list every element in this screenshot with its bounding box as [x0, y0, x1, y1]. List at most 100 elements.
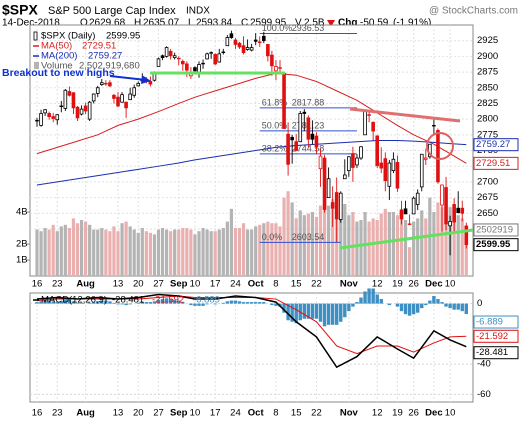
- histogram-bar: [249, 302, 254, 304]
- macd-panel: [29, 292, 474, 403]
- x-tick-label: 13: [113, 279, 124, 290]
- candle-body: [124, 101, 128, 109]
- histogram-bar: [100, 300, 104, 304]
- histogram-bar: [156, 299, 161, 304]
- candle-body: [407, 223, 412, 225]
- volume-bar: [424, 218, 428, 276]
- volume-bar: [152, 234, 157, 276]
- volume-bar: [399, 208, 404, 276]
- x-tick-label: 10: [445, 279, 456, 290]
- x-tick-label: Sep: [170, 279, 188, 290]
- histogram-bar: [108, 301, 112, 304]
- histogram-bar: [193, 303, 197, 306]
- candle-body: [338, 192, 343, 220]
- candle-body: [464, 225, 469, 246]
- header-value: 2629.68: [89, 18, 126, 29]
- resistance-line: [349, 107, 461, 123]
- header-value: (-1.91%): [393, 18, 431, 29]
- candle-body: [67, 91, 72, 96]
- volume-bar: [444, 210, 448, 276]
- histogram-bar: [168, 299, 173, 304]
- candle-body: [249, 47, 254, 51]
- histogram-bar: [282, 303, 286, 313]
- volume-bar: [92, 229, 96, 276]
- volume-bar: [318, 205, 323, 276]
- volume-bar: [254, 226, 258, 276]
- histogram-bar: [221, 302, 225, 304]
- candle-body: [180, 60, 185, 65]
- volume-bar: [420, 210, 424, 276]
- header-label: H: [134, 18, 141, 29]
- volume-bar: [290, 202, 294, 276]
- x-tick-label: 20: [133, 279, 144, 290]
- candle-body: [423, 157, 428, 160]
- ma-line: [36, 72, 467, 164]
- histogram-bar: [363, 291, 367, 304]
- legend-icon: [33, 31, 38, 41]
- candle-body: [132, 87, 137, 96]
- x-tick-label: 17: [210, 279, 221, 290]
- histogram-bar: [407, 303, 412, 316]
- value-tag: 2759.27: [476, 139, 510, 150]
- candle-body: [456, 207, 460, 214]
- volume-bar: [327, 205, 331, 276]
- candle-body: [286, 133, 290, 165]
- candle-body: [452, 204, 456, 223]
- histogram-bar: [213, 303, 217, 305]
- fib-value: 2744.58: [292, 143, 325, 153]
- y-tick-label: 2925: [477, 35, 498, 46]
- histogram-bar: [464, 303, 468, 315]
- histogram-bar: [322, 303, 327, 327]
- volume-bar: [221, 228, 225, 276]
- fib-value: 2603.54: [292, 232, 325, 242]
- legend-label: MACD(12,26,9): [41, 295, 107, 306]
- arrow-head: [141, 75, 151, 84]
- histogram-bar: [416, 303, 420, 313]
- histogram-bar: [241, 302, 246, 304]
- header-value: 2599.95: [250, 18, 287, 29]
- histogram-bar: [173, 299, 177, 304]
- value-tag: -21.592: [476, 331, 508, 342]
- volume-bar: [225, 221, 229, 276]
- volume-bar: [124, 221, 128, 276]
- histogram-bar: [140, 302, 144, 304]
- candle-body: [274, 66, 278, 72]
- candle-body: [253, 39, 258, 42]
- histogram-bar: [96, 301, 100, 304]
- volume-tick-label: 2B: [16, 239, 28, 250]
- legend-label: MA(50): [41, 41, 72, 52]
- volume-bar: [84, 221, 88, 276]
- volume-bar: [104, 229, 108, 276]
- down-triangle: [327, 20, 335, 27]
- histogram-bar: [152, 301, 157, 304]
- histogram-bar: [343, 303, 347, 318]
- histogram-bar: [444, 303, 448, 307]
- candle-body: [290, 136, 294, 141]
- volume-bar: [39, 231, 43, 276]
- candle-body: [59, 105, 64, 107]
- volume-bar: [47, 229, 51, 276]
- histogram-bar: [306, 303, 311, 319]
- x-tick-label: 15: [291, 279, 302, 290]
- volume-bar: [185, 228, 189, 276]
- volume-bar: [209, 231, 213, 276]
- fib-label: 0.0%: [262, 232, 283, 242]
- volume-bar: [343, 204, 347, 276]
- volume-bar: [258, 224, 262, 276]
- candle-body: [87, 101, 92, 120]
- value-tag: 2599.95: [476, 239, 511, 250]
- candle-body: [359, 146, 363, 159]
- candle-body: [363, 109, 367, 136]
- x-tick-label: Dec: [425, 408, 442, 419]
- volume-bar: [408, 247, 412, 276]
- candle-body: [221, 51, 226, 54]
- value-tag: -28.481: [476, 347, 508, 358]
- volume-bar: [181, 228, 185, 276]
- volume-bar: [128, 226, 132, 276]
- candle-body: [460, 207, 465, 214]
- histogram-bar: [225, 301, 230, 304]
- x-tick-label: Oct: [248, 408, 265, 419]
- plot-layer: 16162323AugAug131320202727SepSep10101717…: [16, 23, 519, 419]
- candle-body: [168, 50, 173, 57]
- x-tick-label: 10: [445, 408, 456, 419]
